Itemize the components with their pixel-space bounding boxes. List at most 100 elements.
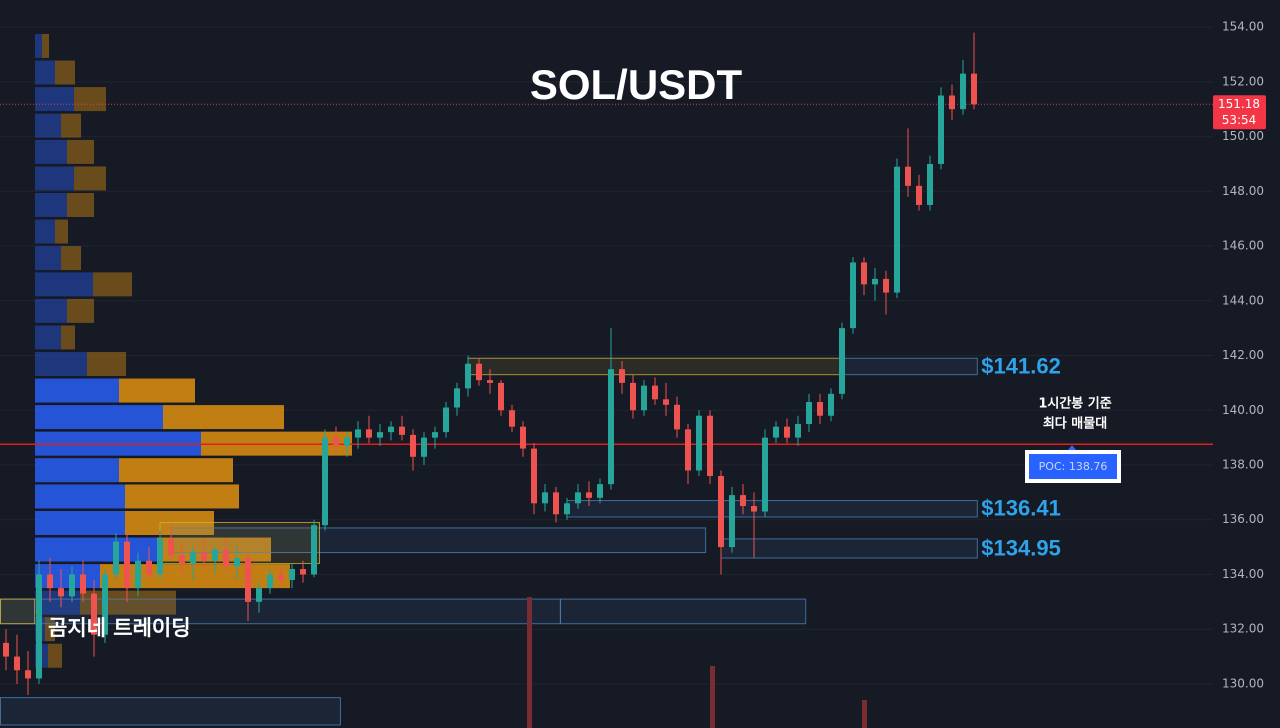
candle-body (256, 588, 262, 602)
y-tick-label: 132.00 (1222, 622, 1264, 636)
volume-bar (710, 666, 715, 728)
y-tick-label: 140.00 (1222, 403, 1264, 417)
candle-body (828, 393, 834, 416)
candle-body (905, 166, 911, 186)
profile-buy (35, 537, 157, 562)
zone (720, 538, 978, 559)
candle-body (938, 95, 944, 164)
poc-label: POC: 138.76 (1039, 460, 1108, 473)
candle-body (949, 95, 955, 110)
candle-body (69, 574, 75, 597)
profile-sell (125, 511, 214, 536)
last-price-label: 151.18 (1218, 97, 1260, 111)
candle-body (498, 382, 504, 411)
candle-body (729, 495, 735, 548)
zone (841, 357, 978, 376)
profile-buy (35, 325, 61, 350)
candle-body (399, 426, 405, 435)
candle-body (245, 558, 251, 602)
profile-buy (35, 60, 55, 85)
zone-label: $141.62 (981, 353, 1061, 378)
candle-body (872, 278, 878, 285)
zone (559, 598, 807, 625)
candle-body (773, 426, 779, 438)
candle-body (751, 506, 757, 512)
candle-body (168, 538, 174, 556)
candle-body (14, 656, 20, 671)
zone (566, 500, 978, 518)
y-tick-label: 130.00 (1222, 676, 1264, 690)
zone-label: $134.95 (981, 535, 1061, 560)
profile-sell (100, 564, 290, 589)
candle-body (674, 404, 680, 430)
candle-body (762, 437, 768, 512)
candle-body (179, 555, 185, 564)
profile-sell (67, 298, 94, 323)
candle-body (608, 369, 614, 485)
poc-box (1029, 454, 1117, 479)
candle-body (278, 574, 284, 580)
candle-body (883, 278, 889, 293)
price-lines (0, 103, 1213, 445)
candle-body (3, 642, 9, 657)
profile-sell (74, 87, 106, 112)
candle-body (25, 670, 31, 679)
candle-body (652, 385, 658, 400)
candle-body (146, 560, 152, 575)
profile-buy (35, 564, 100, 589)
candle-body (366, 429, 372, 438)
candle-body (894, 166, 900, 293)
profile-sell (55, 60, 75, 85)
profile-buy (35, 113, 61, 138)
profile-sell (67, 192, 94, 217)
profile-sell (119, 378, 195, 403)
profile-buy (35, 511, 125, 536)
profile-buy (35, 192, 67, 217)
candle-body (355, 429, 361, 438)
zone (0, 697, 341, 726)
poc-pointer (1067, 445, 1077, 451)
profile-buy (35, 378, 119, 403)
last-price-badge (1213, 95, 1266, 130)
candle-body (201, 552, 207, 561)
candle-body (509, 410, 515, 427)
zone (159, 521, 320, 565)
profile-buy (35, 458, 119, 483)
countdown: 53:54 (1222, 113, 1257, 127)
candle-body (388, 426, 394, 433)
profile-sell (87, 352, 126, 376)
candle-body (487, 380, 493, 383)
candle-body (718, 475, 724, 548)
profile-buy (35, 87, 74, 112)
y-tick-label: 138.00 (1222, 457, 1264, 471)
profile-buy (35, 352, 87, 376)
volume-bar (527, 597, 532, 728)
profile-sell (61, 246, 81, 271)
poc-note: 최다 매물대 (1043, 416, 1107, 432)
candle-body (850, 262, 856, 329)
candle-body (707, 415, 713, 476)
candle-body (58, 588, 64, 597)
candle-body (443, 407, 449, 433)
profile-sell (163, 405, 284, 430)
profile-sell (61, 325, 75, 350)
candle-body (971, 73, 977, 105)
profile-buy (35, 272, 93, 297)
candle-body (212, 549, 218, 561)
candle-body (641, 385, 647, 411)
candle-body (916, 185, 922, 205)
y-tick-label: 144.00 (1222, 293, 1264, 307)
candle-body (795, 423, 801, 438)
candle-body (839, 328, 845, 394)
candle-body (784, 426, 790, 438)
candle-body (564, 503, 570, 515)
zone (467, 357, 843, 376)
candle-body (47, 574, 53, 589)
candle-body (685, 429, 691, 471)
candle-body (91, 593, 97, 635)
chart-title: SOL/USDT (530, 61, 743, 108)
zone (170, 527, 707, 554)
